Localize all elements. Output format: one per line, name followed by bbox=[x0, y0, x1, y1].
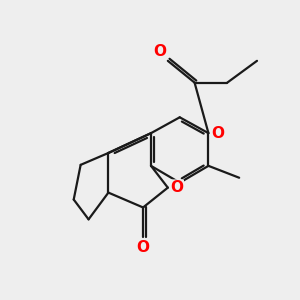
Text: O: O bbox=[211, 126, 224, 141]
Text: O: O bbox=[136, 240, 150, 255]
Text: O: O bbox=[153, 44, 166, 59]
Text: O: O bbox=[170, 180, 183, 195]
